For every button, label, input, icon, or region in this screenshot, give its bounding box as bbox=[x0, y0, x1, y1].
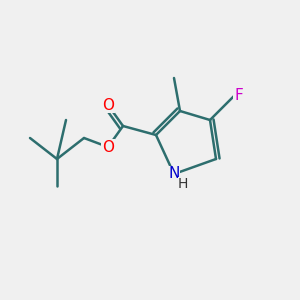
Text: O: O bbox=[102, 98, 114, 112]
Text: H: H bbox=[178, 178, 188, 191]
Text: O: O bbox=[102, 140, 114, 154]
Text: F: F bbox=[234, 88, 243, 104]
Text: N: N bbox=[168, 167, 180, 182]
